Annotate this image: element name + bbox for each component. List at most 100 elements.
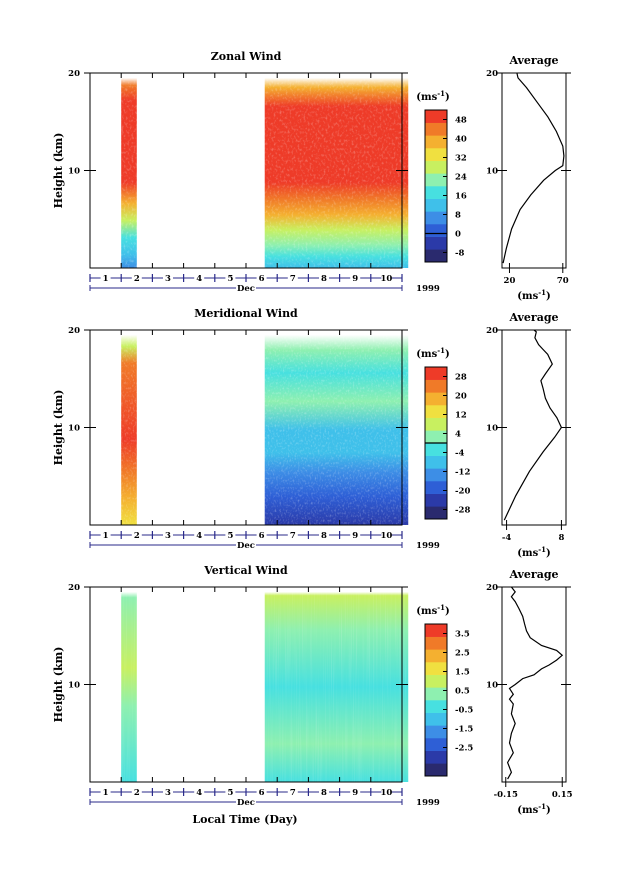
profile-frame bbox=[501, 329, 567, 526]
profile-title: Average bbox=[508, 54, 558, 67]
colorbar-tick-label: -1.5 bbox=[455, 725, 473, 735]
day-tick-label: 1 bbox=[103, 274, 109, 284]
colorbar-band bbox=[425, 493, 447, 507]
day-label-bg bbox=[350, 787, 361, 797]
day-label-bg bbox=[381, 787, 392, 797]
colorbar-band bbox=[425, 636, 447, 650]
day-tick-label: 5 bbox=[227, 274, 233, 284]
day-tick-label: 3 bbox=[165, 788, 171, 798]
colorbar-tick-label: 20 bbox=[455, 392, 467, 402]
day-tick-label: 5 bbox=[227, 531, 233, 541]
day-label-bg bbox=[350, 530, 361, 540]
day-label-bg bbox=[100, 787, 111, 797]
colorbar-tick-label: -12 bbox=[455, 468, 470, 478]
y-tick-label: 10 bbox=[68, 681, 80, 691]
day-label-bg bbox=[163, 273, 173, 283]
colorbar-band bbox=[425, 662, 447, 675]
y-tick-label: 20 bbox=[68, 326, 80, 336]
colorbar-tick-label: 32 bbox=[455, 154, 467, 164]
day-label-bg bbox=[131, 273, 142, 283]
colorbar-band bbox=[425, 148, 447, 161]
day-tick-label: 7 bbox=[290, 788, 296, 798]
colorbar-unit: (ms-1) bbox=[416, 346, 449, 360]
day-tick-label: 7 bbox=[290, 274, 296, 284]
profile-y-tick-label: 10 bbox=[486, 424, 498, 434]
colorbar-tick-label: -20 bbox=[455, 487, 470, 497]
day-tick-label: 3 bbox=[165, 531, 171, 541]
colorbar-tick-label: 2.5 bbox=[455, 649, 470, 659]
colorbar-tick-label: -0.5 bbox=[455, 706, 473, 716]
month-label: Dec bbox=[237, 541, 255, 551]
y-tick-label: 10 bbox=[68, 167, 80, 177]
day-label-bg bbox=[225, 787, 236, 797]
day-tick-label: 10 bbox=[380, 274, 392, 284]
y-tick-label: 10 bbox=[68, 424, 80, 434]
day-label-bg bbox=[194, 787, 205, 797]
panel-title: Zonal Wind bbox=[211, 50, 282, 63]
day-tick-label: 5 bbox=[227, 788, 233, 798]
day-label-bg bbox=[319, 273, 329, 283]
year-label: 1999 bbox=[416, 541, 440, 551]
colorbar-tick-label: -8 bbox=[455, 249, 465, 259]
colorbar-band bbox=[425, 135, 447, 149]
day-label-bg bbox=[381, 530, 392, 540]
colorbar-band bbox=[425, 367, 447, 380]
day-label-bg bbox=[381, 273, 392, 283]
colorbar-tick-label: -2.5 bbox=[455, 744, 473, 754]
year-label: 1999 bbox=[416, 798, 440, 808]
colorbar-band bbox=[425, 481, 447, 494]
colorbar-band bbox=[425, 122, 447, 136]
data-texture bbox=[264, 77, 409, 268]
day-label-bg bbox=[100, 273, 111, 283]
colorbar-band bbox=[425, 173, 447, 187]
colorbar-tick-label: 4 bbox=[455, 430, 461, 440]
data-texture bbox=[264, 591, 409, 782]
day-label-bg bbox=[163, 530, 173, 540]
day-tick-label: 1 bbox=[103, 788, 109, 798]
day-label-bg bbox=[350, 273, 361, 283]
colorbar-unit: (ms-1) bbox=[416, 89, 449, 103]
colorbar-band bbox=[425, 738, 447, 751]
day-tick-label: 6 bbox=[259, 274, 265, 284]
colorbar-band bbox=[425, 624, 447, 637]
colorbar-band bbox=[425, 506, 447, 520]
profile-title: Average bbox=[508, 311, 558, 324]
day-tick-label: 3 bbox=[165, 274, 171, 284]
colorbar-band bbox=[425, 712, 447, 726]
data-texture bbox=[121, 77, 137, 268]
y-tick-label: 20 bbox=[68, 69, 80, 79]
colorbar-unit: (ms-1) bbox=[416, 603, 449, 617]
colorbar-band bbox=[425, 198, 447, 212]
data-texture bbox=[121, 591, 137, 782]
day-label-bg bbox=[287, 530, 298, 540]
day-tick-label: 7 bbox=[290, 531, 296, 541]
profile-x-label: (ms-1) bbox=[517, 288, 550, 302]
colorbar-tick-label: 3.5 bbox=[455, 630, 470, 640]
profile-frame bbox=[501, 72, 567, 269]
month-label-bg bbox=[236, 797, 256, 807]
colorbar-band bbox=[425, 392, 447, 406]
day-label-bg bbox=[194, 273, 205, 283]
x-axis-label: Local Time (Day) bbox=[192, 813, 297, 826]
day-label-bg bbox=[319, 530, 329, 540]
colorbar-tick-label: 8 bbox=[455, 211, 461, 221]
day-label-bg bbox=[256, 273, 267, 283]
colorbar-tick-label: 0.5 bbox=[455, 687, 470, 697]
colorbar-band bbox=[425, 379, 447, 393]
colorbar-band bbox=[425, 725, 447, 739]
day-tick-label: 9 bbox=[352, 788, 358, 798]
day-label-bg bbox=[131, 530, 142, 540]
profile-y-tick-label: 20 bbox=[486, 326, 498, 336]
year-label: 1999 bbox=[416, 284, 440, 294]
panel-title: Vertical Wind bbox=[203, 564, 288, 577]
profile-title: Average bbox=[508, 568, 558, 581]
profile-x-tick-label: 8 bbox=[558, 533, 564, 543]
day-tick-label: 8 bbox=[321, 788, 327, 798]
month-label: Dec bbox=[237, 284, 255, 294]
colorbar-tick-label: -4 bbox=[455, 449, 465, 459]
day-label-bg bbox=[256, 530, 267, 540]
profile-y-tick-label: 10 bbox=[486, 167, 498, 177]
y-axis-label: Height (km) bbox=[52, 133, 65, 209]
